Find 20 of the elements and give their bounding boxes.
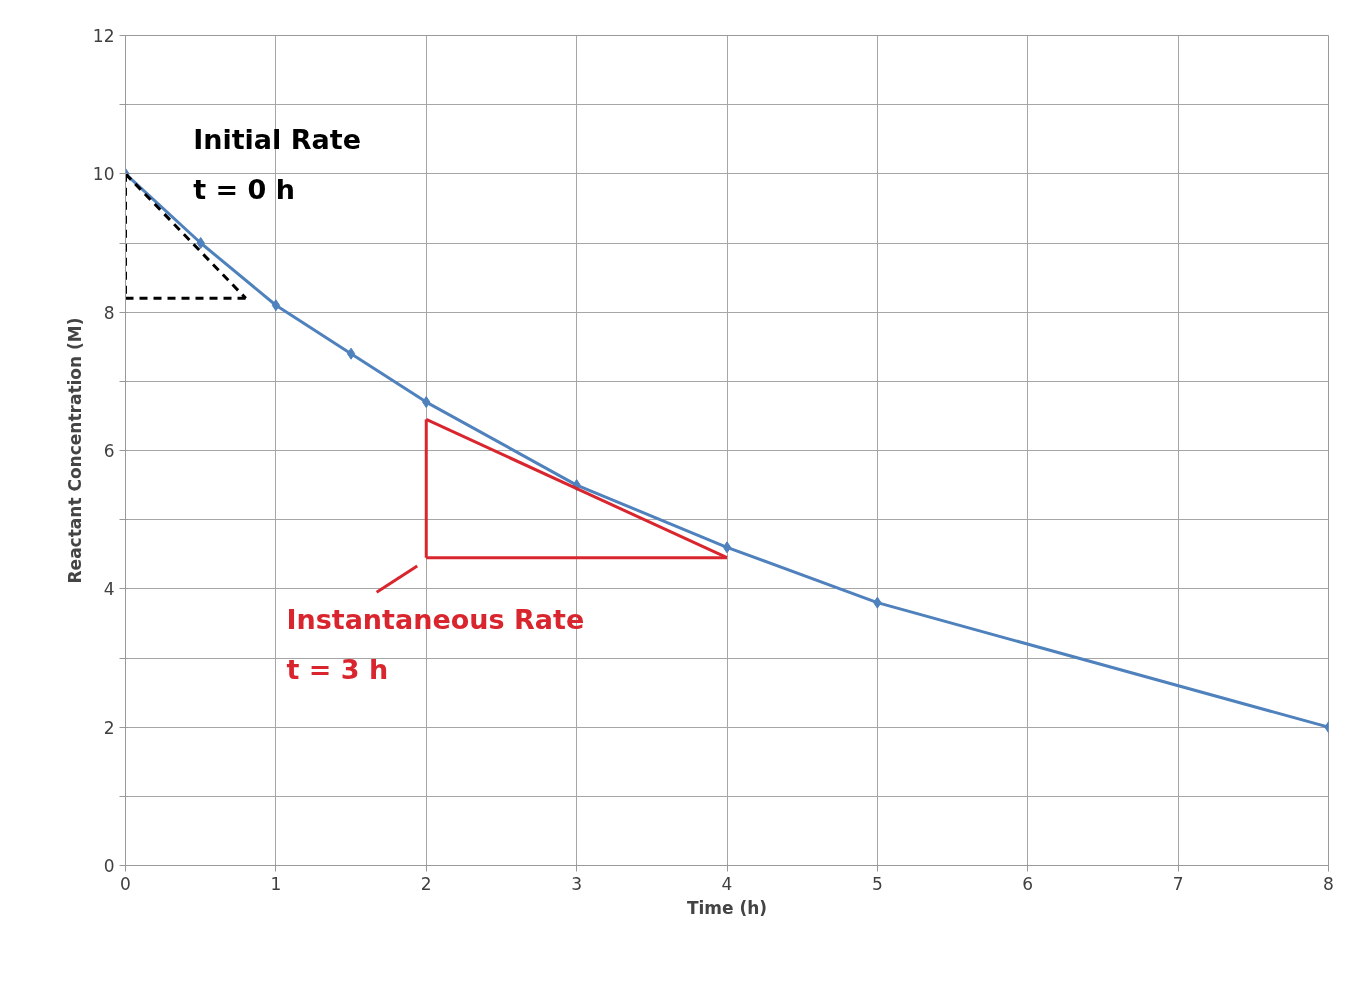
x-tick-label: 8 [1323, 873, 1334, 894]
y-tick-label: 10 [92, 164, 115, 185]
x-tick-label: 4 [721, 873, 733, 894]
x-tick-label: 2 [420, 873, 432, 894]
x-tick-label: 7 [1172, 873, 1184, 894]
y-tick-label: 4 [103, 579, 115, 600]
x-tick-label: 6 [1022, 873, 1034, 894]
x-tick-label: 1 [270, 873, 282, 894]
annotation: Instantaneous Rate t = 3 h [286, 604, 585, 686]
x-tick-label: 5 [871, 873, 883, 894]
y-tick-label: 6 [103, 441, 115, 461]
y-tick-label: 0 [103, 856, 115, 876]
y-tick-label: 12 [92, 26, 115, 46]
x-tick-label: 0 [120, 873, 131, 894]
y-tick-label: 8 [103, 302, 115, 323]
y-axis-title: Reactant Concentration (M) [64, 317, 85, 584]
y-tick-label: 2 [103, 717, 115, 738]
x-axis-title: Time (h) [686, 897, 768, 918]
annotation: Initial Rate t = 0 h [193, 123, 361, 205]
x-tick-label: 3 [571, 873, 583, 894]
